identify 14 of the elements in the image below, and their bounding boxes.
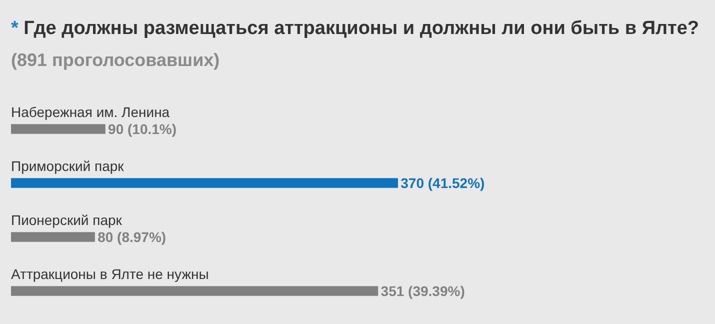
data-label: 80 (8.97%) — [98, 228, 166, 245]
y-tick-label: Набережная им. Ленина — [11, 104, 170, 120]
chart-title: * Где должны размещаться аттракционы и должны ли они быть в Ялте? — [11, 18, 700, 40]
data-label: 90 (10.1%) — [108, 120, 177, 137]
data-label: 351 (39.39%) — [380, 282, 465, 299]
bar — [11, 178, 398, 188]
data-label: 370 (41.52%) — [400, 174, 485, 191]
chart-subtitle: (891 проголосовавших) — [11, 50, 220, 71]
bar — [11, 124, 106, 134]
y-tick-label: Аттракционы в Ялте не нужны — [11, 266, 209, 282]
bar — [11, 232, 95, 242]
y-tick-label: Приморский парк — [11, 158, 125, 174]
y-tick-label: Пионерский парк — [11, 212, 123, 228]
bar — [11, 286, 378, 296]
